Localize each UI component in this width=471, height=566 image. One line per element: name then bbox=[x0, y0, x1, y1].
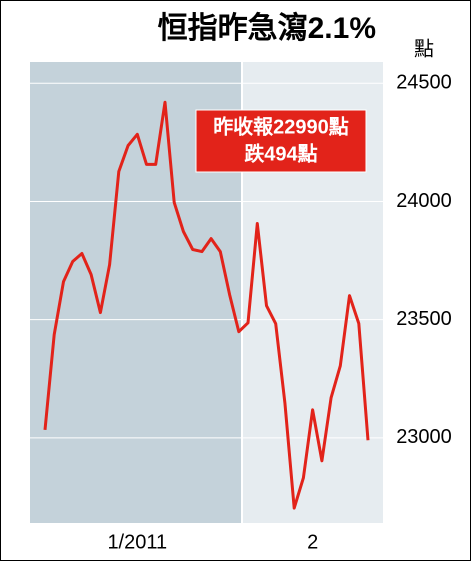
x-tick-label: 1/2011 bbox=[107, 531, 167, 553]
chart-title: 恒指昨急瀉2.1% bbox=[158, 11, 376, 45]
price-line bbox=[43, 100, 370, 510]
annotation-box bbox=[195, 109, 367, 173]
y-tick-label: 24500 bbox=[396, 72, 452, 94]
y-tick-label: 23500 bbox=[396, 308, 452, 330]
y-tick-label: 24000 bbox=[396, 190, 452, 212]
annotation-text: 跌494點 bbox=[244, 141, 317, 165]
y-unit: 點 bbox=[414, 37, 434, 60]
x-tick-label: 2 bbox=[307, 531, 318, 553]
annotation-text: 昨收報22990點 bbox=[213, 114, 349, 138]
y-tick-label: 23000 bbox=[396, 426, 452, 448]
